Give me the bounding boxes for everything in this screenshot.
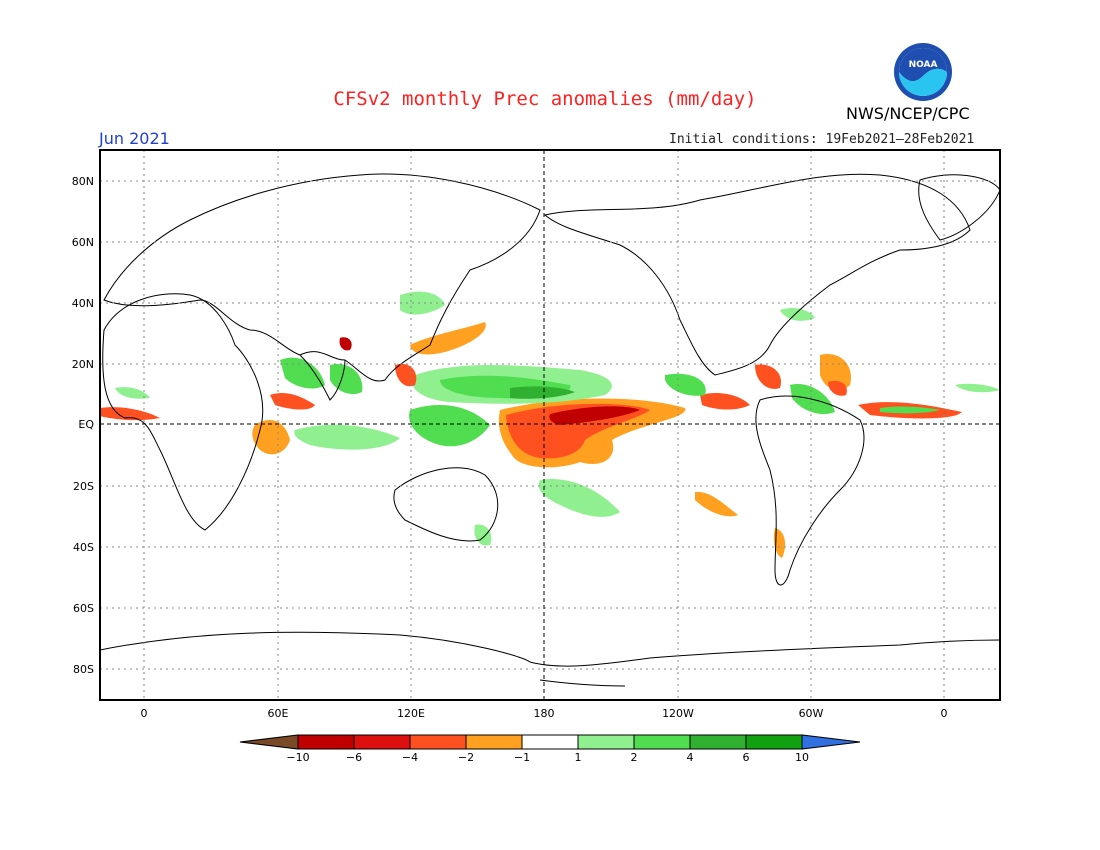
se-pacific-dry	[695, 491, 738, 517]
colorbar-label: −1	[514, 751, 530, 764]
colorbar-swatch	[521, 734, 579, 750]
coastlines	[99, 173, 1001, 687]
initial-conditions: Initial conditions: 19Feb2021–28Feb2021	[669, 132, 975, 147]
australia-wet	[474, 524, 492, 546]
lon-tick: 0	[141, 707, 148, 720]
map-title: CFSv2 monthly Prec anomalies (mm/day)	[333, 88, 757, 110]
colorbar-label: −10	[286, 751, 309, 764]
colorbar-swatch	[577, 734, 635, 750]
atlantic-wet-east	[955, 383, 1000, 393]
colorbar: −10 −6 −4 −2 −1 1 2 4 6 10	[239, 734, 861, 764]
indian-wet	[294, 424, 400, 450]
south-asia-dry-spot	[339, 337, 352, 351]
tropical-atl-core	[828, 380, 847, 396]
map-frame	[99, 149, 1001, 701]
indochina-dry	[395, 363, 417, 387]
tropical-atl-dry	[820, 354, 851, 391]
colorbar-right-arrow	[801, 734, 861, 750]
lat-tick: 20S	[73, 480, 94, 493]
colorbar-left-arrow	[239, 734, 299, 750]
equator-dateline	[100, 150, 1000, 700]
graticule	[100, 150, 1000, 700]
colorbar-label: 4	[687, 751, 694, 764]
logo-text: NOAA	[909, 60, 938, 70]
gulf-guinea-dry	[100, 407, 160, 421]
colorbar-swatch	[409, 734, 467, 750]
central-america-dry	[755, 364, 781, 389]
e-pacific-dry	[700, 393, 750, 410]
atlantic-wet-band	[880, 406, 940, 414]
lon-tick: 120W	[662, 707, 694, 720]
lat-tick: 80S	[73, 663, 94, 676]
colorbar-swatch	[353, 734, 411, 750]
colorbar-swatch	[633, 734, 691, 750]
colorbar-label: 10	[795, 751, 809, 764]
colorbar-swatch	[465, 734, 523, 750]
colorbar-swatch	[745, 734, 803, 750]
spacific-wet	[538, 479, 620, 517]
indian-dry-west	[252, 420, 290, 455]
colorbar-swatch	[689, 734, 747, 750]
colorbar-label: 1	[575, 751, 582, 764]
lat-tick: 20N	[72, 358, 94, 371]
w-africa-wet	[115, 387, 150, 399]
japan-wet	[400, 291, 445, 315]
bay-bengal-wet	[330, 364, 363, 395]
lat-tick: 40S	[73, 541, 94, 554]
lon-tick: 60W	[799, 707, 824, 720]
india-wet	[280, 357, 325, 389]
lon-tick: 0	[941, 707, 948, 720]
colorbar-label: 6	[743, 751, 750, 764]
colorbar-label: −4	[402, 751, 418, 764]
pacific-dry-core	[506, 403, 650, 459]
east-us-wet	[780, 307, 815, 321]
colorbar-swatch	[297, 734, 355, 750]
colorbar-label: −6	[346, 751, 362, 764]
lat-tick: 60S	[73, 602, 94, 615]
forecast-month: Jun 2021	[99, 129, 170, 148]
lon-tick: 120E	[397, 707, 425, 720]
lat-axis: 80N 60N 40N 20N EQ 20S 40S 60S 80S	[72, 175, 95, 676]
lon-axis: 0 60E 120E 180 120W 60W 0	[141, 707, 948, 720]
anomaly-fields	[100, 291, 1000, 558]
lat-tick: 80N	[72, 175, 94, 188]
chile-dry	[773, 528, 786, 558]
colorbar-label: −2	[458, 751, 474, 764]
lon-tick: 180	[534, 707, 555, 720]
agency-label: NWS/NCEP/CPC	[846, 104, 970, 123]
noaa-logo-icon: NOAA	[894, 43, 952, 101]
nw-pacific-dry	[410, 322, 486, 355]
wpacific-wet-core	[510, 386, 575, 399]
lon-tick: 60E	[268, 707, 289, 720]
lat-tick: 60N	[72, 236, 94, 249]
indian-dry-north	[270, 393, 315, 410]
e-pacific-wet	[665, 373, 706, 396]
lat-tick: 40N	[72, 297, 94, 310]
maritime-wet	[409, 405, 490, 447]
colorbar-label: 2	[631, 751, 638, 764]
pacific-dry-max	[549, 406, 640, 425]
lat-tick: EQ	[78, 418, 94, 431]
